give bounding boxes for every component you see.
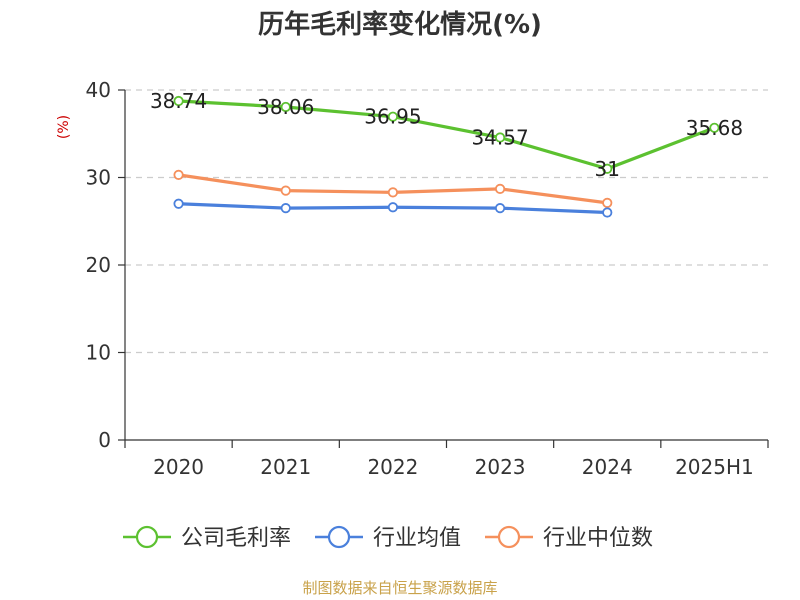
data-label: 31	[595, 157, 620, 181]
data-point	[387, 111, 399, 122]
data-labels: 38.74 38.06 36.95 34.57 31 35.68	[150, 89, 743, 181]
data-point	[387, 202, 399, 213]
data-point	[173, 169, 184, 180]
y-tick-label: 20	[86, 253, 111, 277]
data-point	[173, 198, 184, 209]
data-point	[602, 197, 613, 208]
data-point	[709, 122, 720, 133]
x-tick-label: 2020	[153, 455, 204, 479]
legend-label: 行业中位数	[543, 526, 653, 551]
data-point	[280, 101, 291, 113]
y-tick-label: 0	[98, 428, 111, 452]
x-tick-labels: 2020 2021 2022 2023 2024 2025H1	[153, 455, 754, 479]
y-tick-label: 40	[86, 78, 111, 102]
legend-label: 公司毛利率	[181, 526, 291, 551]
data-label: 38.06	[257, 95, 314, 119]
axes	[118, 89, 769, 448]
data-label: 35.68	[686, 116, 743, 140]
data-label: 36.95	[364, 105, 421, 129]
data-point	[494, 132, 506, 143]
x-tick-label: 2023	[475, 455, 526, 479]
legend-marker	[327, 525, 351, 549]
x-tick-label: 2022	[367, 455, 418, 479]
series-line	[178, 99, 715, 171]
data-point	[602, 163, 613, 174]
grid-lines	[125, 89, 768, 354]
x-tick-label: 2025H1	[675, 455, 754, 479]
data-point	[494, 183, 506, 194]
y-tick-label: 10	[86, 341, 111, 365]
data-point	[280, 203, 291, 214]
legend-marker	[135, 525, 159, 549]
chart-title: 历年毛利率变化情况(%)	[258, 9, 542, 40]
data-label: 38.74	[150, 89, 207, 113]
x-tick-label: 2024	[582, 455, 633, 479]
data-point	[602, 207, 613, 218]
x-tick-label: 2021	[260, 455, 311, 479]
series-lines	[173, 95, 720, 218]
y-tick-label: 30	[86, 166, 111, 190]
data-point	[494, 203, 506, 214]
source-note: 制图数据来自恒生聚源数据库	[302, 579, 497, 597]
data-point	[173, 95, 184, 107]
y-axis-label: (%)	[56, 115, 72, 139]
legend-marker	[497, 525, 521, 549]
data-point	[280, 185, 291, 196]
legend-label: 行业均值	[373, 526, 461, 551]
legend: 公司毛利率 行业均值 行业中位数	[123, 525, 653, 551]
data-point	[387, 187, 399, 198]
data-label: 34.57	[471, 126, 528, 150]
y-tick-labels: 0 10 20 30 40	[86, 78, 111, 452]
